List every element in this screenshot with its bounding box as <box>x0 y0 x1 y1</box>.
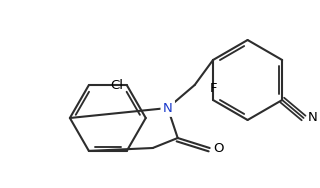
Text: O: O <box>214 142 224 155</box>
Text: N: N <box>308 111 317 124</box>
Text: F: F <box>209 82 217 95</box>
Text: Cl: Cl <box>110 79 123 92</box>
Text: N: N <box>163 102 172 114</box>
